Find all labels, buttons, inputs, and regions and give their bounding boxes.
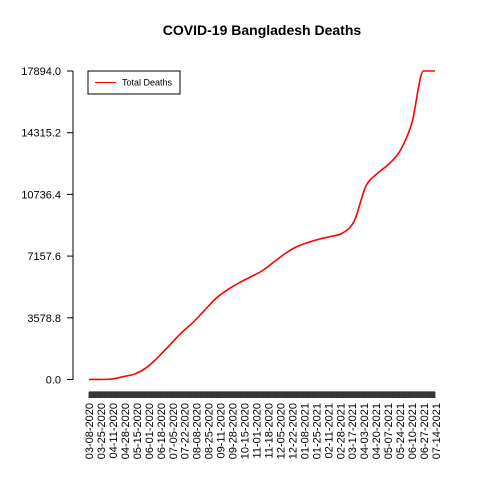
- x-tick-label: 04-20-2021: [371, 403, 383, 459]
- x-tick-label: 06-27-2021: [419, 403, 431, 459]
- x-tick-label: 11-01-2020: [252, 403, 264, 458]
- y-tick-label: 3578.8: [27, 313, 61, 325]
- x-tick-label: 06-01-2020: [144, 403, 156, 459]
- y-tick-label: 0.0: [46, 375, 61, 387]
- x-tick-label: 01-25-2021: [311, 403, 323, 459]
- x-tick-label: 11-18-2020: [263, 403, 275, 458]
- x-tick-label: 05-07-2021: [383, 403, 395, 459]
- x-tick-label: 12-22-2020: [287, 403, 299, 459]
- x-tick-label: 04-03-2021: [359, 403, 371, 459]
- x-tick-label: 03-25-2020: [96, 403, 108, 459]
- x-tick-label: 09-28-2020: [228, 403, 240, 459]
- y-tick-label: 7157.6: [27, 251, 61, 263]
- x-tick-label: 12-05-2020: [275, 403, 287, 459]
- x-tick-label: 04-28-2020: [120, 403, 132, 459]
- x-tick-label: 08-08-2020: [192, 403, 204, 459]
- x-tick-label: 07-14-2021: [431, 403, 443, 459]
- y-tick-label: 14315.2: [21, 128, 61, 140]
- x-tick-label: 04-11-2020: [108, 403, 120, 458]
- x-tick-label: 05-24-2021: [395, 403, 407, 459]
- x-tick-label: 08-25-2020: [204, 403, 216, 459]
- x-tick-label: 07-05-2020: [168, 403, 180, 459]
- x-tick-label: 09-11-2020: [216, 403, 228, 458]
- x-tick-label: 06-10-2021: [407, 403, 419, 459]
- legend-box: [87, 70, 181, 95]
- y-tick-label: 10736.4: [21, 189, 61, 201]
- x-tick-label: 03-17-2021: [347, 403, 359, 459]
- series-group: [88, 70, 435, 381]
- x-tick-label: 06-18-2020: [156, 403, 168, 459]
- legend-label-total-deaths: Total Deaths: [122, 78, 173, 88]
- x-tick-label: 02-28-2021: [335, 403, 347, 459]
- y-tick-label: 17894.0: [21, 66, 61, 78]
- y-axis: 0.0 3578.8 7157.6 10736.4 14315.2 17894.0: [21, 66, 74, 387]
- x-tick-label: 01-08-2021: [299, 403, 311, 459]
- x-tick-label: 10-15-2020: [240, 403, 252, 459]
- x-axis: 03-08-2020 03-25-2020 04-11-2020 04-28-2020…: [84, 391, 443, 459]
- chart-title: COVID-19 Bangladesh Deaths: [163, 22, 362, 38]
- x-tick-label: 07-22-2020: [180, 403, 192, 459]
- x-tick-label: 03-08-2020: [84, 403, 96, 459]
- series-line-total-deaths: [88, 70, 435, 381]
- x-tick-label: 02-11-2021: [323, 403, 335, 458]
- legend: Total Deaths: [87, 70, 181, 95]
- x-tick-label: 05-15-2020: [132, 403, 144, 459]
